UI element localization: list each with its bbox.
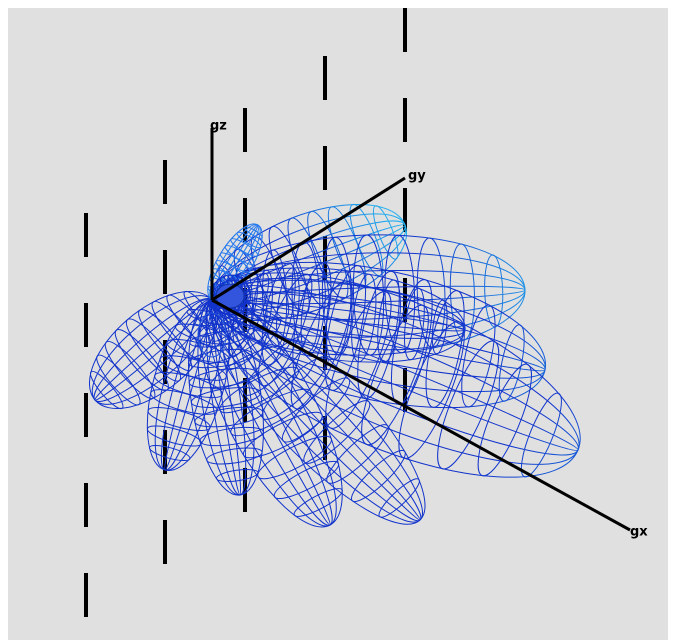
x-axis-label: gx: [630, 525, 648, 540]
y-axis-label: gy: [408, 169, 426, 184]
page: gz gy gx (() => { const data = JSON.pars…: [0, 0, 676, 640]
plot-background: [8, 8, 668, 640]
plot-view: gz gy gx: [0, 0, 676, 640]
z-axis-label: gz: [210, 119, 227, 134]
